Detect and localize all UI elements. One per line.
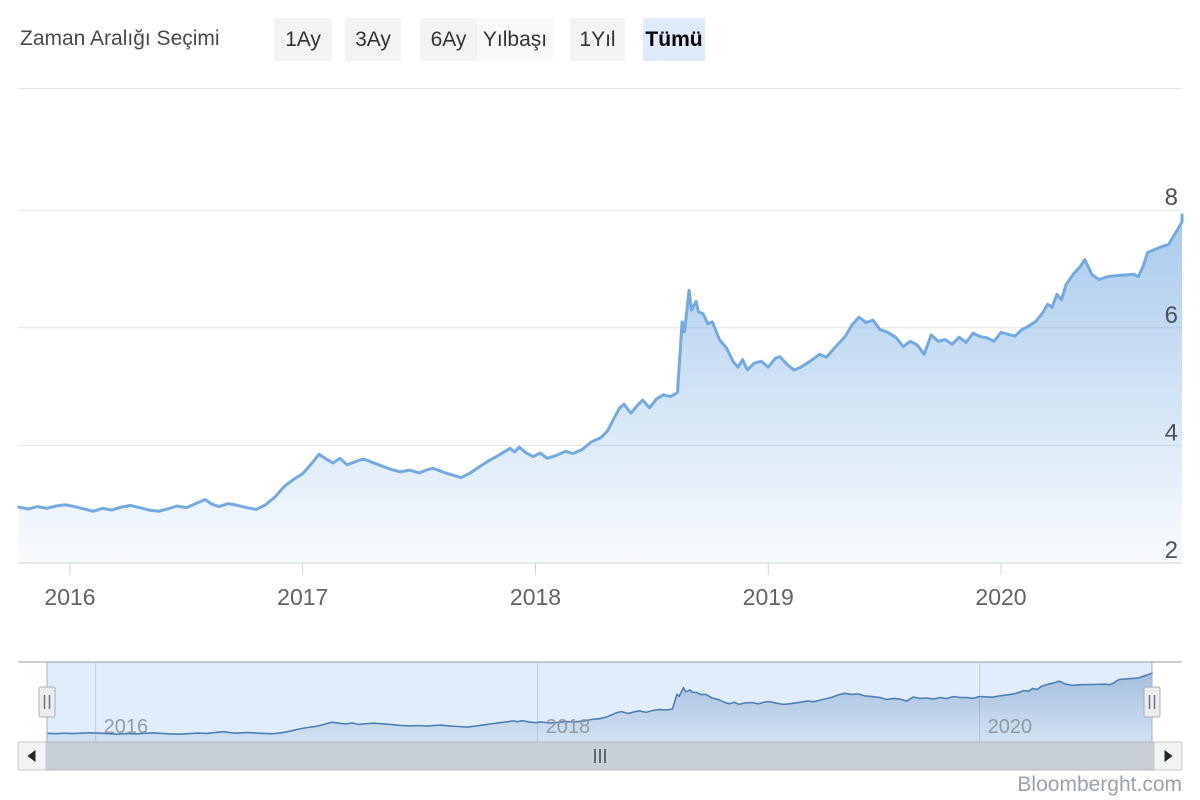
- main-series-line: [17, 213, 1184, 513]
- y-axis-label: 6: [1165, 302, 1178, 329]
- x-axis-label: 2017: [277, 584, 328, 610]
- x-axis-label: 2016: [44, 584, 95, 610]
- time-range-label: Zaman Aralığı Seçimi: [20, 27, 220, 50]
- navigator-year-label: 2018: [546, 716, 591, 738]
- scrollbar-right-button[interactable]: [1153, 741, 1183, 771]
- range-button-3ay[interactable]: 3Ay: [345, 18, 401, 61]
- main-series-area: [18, 214, 1182, 563]
- scrollbar: [17, 741, 1183, 771]
- y-axis-label: 2: [1165, 537, 1178, 564]
- toolbar-divider: [18, 88, 1182, 89]
- range-button-yilbasi[interactable]: Yılbaşı: [477, 18, 553, 61]
- range-button-1yil[interactable]: 1Yıl: [570, 18, 625, 61]
- scrollbar-right-arrow-icon: [1164, 750, 1173, 762]
- main-x-labels: 2016 2017 2018 2019 2020: [44, 584, 1026, 610]
- navigator: 2016 2018 2020: [18, 661, 1182, 742]
- navigator-series-line: [46, 671, 1153, 735]
- main-y-labels: 2 4 6 8: [1165, 184, 1178, 564]
- navigator-series-area: [47, 671, 1152, 742]
- x-axis-label: 2020: [975, 584, 1026, 610]
- range-button-tumu[interactable]: Tümü: [643, 18, 705, 61]
- y-axis-label: 4: [1165, 419, 1178, 446]
- scrollbar-left-button[interactable]: [17, 741, 47, 771]
- range-button-1ay[interactable]: 1Ay: [274, 18, 332, 61]
- x-axis-label: 2019: [743, 584, 794, 610]
- navigator-year-label: 2016: [104, 716, 148, 738]
- navigator-right-handle[interactable]: [1143, 662, 1161, 742]
- x-axis-label: 2018: [510, 584, 561, 610]
- range-button-6ay[interactable]: 6Ay: [420, 18, 477, 61]
- watermark: Bloomberght.com: [1017, 773, 1182, 796]
- scrollbar-left-arrow-icon: [27, 750, 36, 762]
- navigator-year-label: 2020: [988, 716, 1033, 738]
- navigator-left-handle[interactable]: [38, 662, 56, 742]
- y-axis-label: 8: [1165, 184, 1178, 211]
